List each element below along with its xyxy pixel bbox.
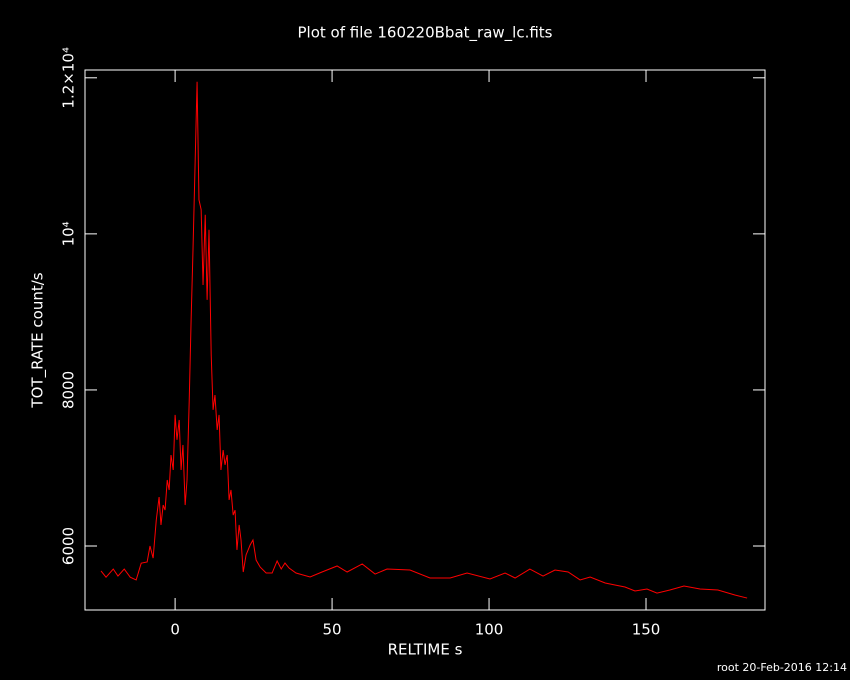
y-tick-label: 6000 <box>60 527 78 565</box>
y-tick-label: 8000 <box>60 371 78 409</box>
y-tick-label: 10⁴ <box>60 221 78 246</box>
x-tick-label: 150 <box>632 621 661 639</box>
y-axis-label: TOT_RATE count/s <box>29 272 48 408</box>
x-tick-label: 0 <box>170 621 180 639</box>
plot-frame <box>84 69 766 611</box>
chart-title: Plot of file 160220Bbat_raw_lc.fits <box>298 24 553 43</box>
x-axis-label: RELTIME s <box>388 641 463 659</box>
x-tick-label: 50 <box>323 621 342 639</box>
x-tick-label: 100 <box>475 621 504 639</box>
footer: root 20-Feb-2016 12:14 <box>717 661 847 674</box>
data-line <box>100 81 748 599</box>
y-tick-label: 1.2×10⁴ <box>60 47 78 109</box>
